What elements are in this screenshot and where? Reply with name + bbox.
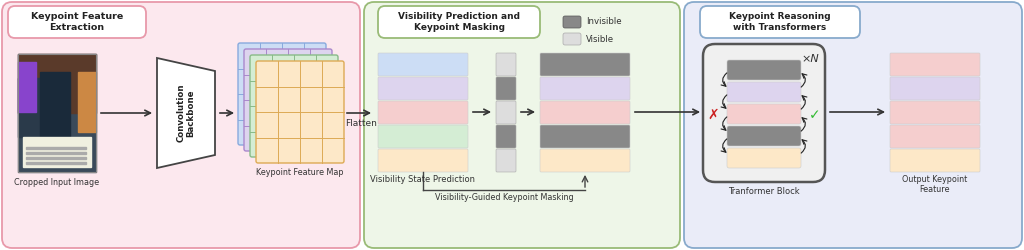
FancyBboxPatch shape	[244, 49, 332, 151]
Text: Visibility State Prediction: Visibility State Prediction	[371, 175, 475, 184]
Text: Flatten: Flatten	[345, 118, 377, 128]
FancyBboxPatch shape	[890, 53, 980, 76]
Text: Visibility-Guided Keypoint Masking: Visibility-Guided Keypoint Masking	[434, 193, 573, 202]
Text: Keypoint Feature Map: Keypoint Feature Map	[256, 168, 344, 177]
FancyBboxPatch shape	[378, 149, 468, 172]
FancyBboxPatch shape	[563, 16, 581, 28]
Text: ✓: ✓	[809, 108, 821, 122]
Bar	[18, 54, 96, 172]
FancyBboxPatch shape	[890, 77, 980, 100]
FancyBboxPatch shape	[703, 44, 825, 182]
FancyBboxPatch shape	[496, 53, 516, 76]
Text: Keypoint Feature
Extraction: Keypoint Feature Extraction	[31, 12, 123, 32]
FancyBboxPatch shape	[700, 6, 860, 38]
Polygon shape	[157, 58, 215, 168]
Text: Keypoint Reasoning
with Transformers: Keypoint Reasoning with Transformers	[729, 12, 830, 32]
FancyBboxPatch shape	[890, 149, 980, 172]
FancyBboxPatch shape	[727, 104, 801, 124]
FancyBboxPatch shape	[496, 149, 516, 172]
Text: Visibility Prediction and
Keypoint Masking: Visibility Prediction and Keypoint Maski…	[398, 12, 520, 32]
FancyBboxPatch shape	[496, 125, 516, 148]
FancyBboxPatch shape	[238, 43, 326, 145]
Bar	[26, 157, 86, 159]
FancyBboxPatch shape	[378, 77, 468, 100]
FancyBboxPatch shape	[378, 53, 468, 76]
FancyBboxPatch shape	[2, 2, 360, 248]
Bar	[40, 72, 70, 142]
Text: Visible: Visible	[586, 34, 614, 43]
FancyBboxPatch shape	[563, 33, 581, 45]
FancyBboxPatch shape	[378, 6, 540, 38]
FancyBboxPatch shape	[727, 148, 801, 168]
FancyBboxPatch shape	[378, 125, 468, 148]
Bar	[26, 152, 86, 154]
FancyBboxPatch shape	[256, 61, 344, 163]
Text: ✗: ✗	[708, 108, 719, 122]
Bar	[18, 54, 96, 113]
FancyBboxPatch shape	[364, 2, 680, 248]
FancyBboxPatch shape	[540, 53, 630, 76]
Bar	[18, 78, 57, 136]
FancyBboxPatch shape	[890, 101, 980, 124]
FancyBboxPatch shape	[540, 125, 630, 148]
FancyBboxPatch shape	[540, 101, 630, 124]
FancyBboxPatch shape	[496, 77, 516, 100]
Bar	[26, 147, 86, 149]
FancyBboxPatch shape	[727, 126, 801, 146]
Bar	[78, 72, 96, 132]
Text: Invisible: Invisible	[586, 18, 622, 26]
FancyBboxPatch shape	[890, 125, 980, 148]
FancyBboxPatch shape	[378, 101, 468, 124]
FancyBboxPatch shape	[540, 149, 630, 172]
Text: Output Keypoint
Feature: Output Keypoint Feature	[902, 175, 968, 195]
FancyBboxPatch shape	[250, 55, 338, 157]
Bar	[23, 137, 91, 167]
Text: ×N: ×N	[801, 54, 819, 64]
FancyBboxPatch shape	[684, 2, 1022, 248]
Text: Cropped Input Image: Cropped Input Image	[14, 178, 99, 187]
Text: Tranformer Block: Tranformer Block	[728, 187, 800, 196]
FancyBboxPatch shape	[540, 77, 630, 100]
FancyBboxPatch shape	[727, 82, 801, 102]
Text: Convolution
Backbone: Convolution Backbone	[176, 84, 196, 142]
Bar	[26, 162, 86, 164]
FancyBboxPatch shape	[8, 6, 146, 38]
Bar	[18, 54, 96, 172]
FancyBboxPatch shape	[496, 101, 516, 124]
Bar	[18, 62, 36, 112]
FancyBboxPatch shape	[727, 60, 801, 80]
